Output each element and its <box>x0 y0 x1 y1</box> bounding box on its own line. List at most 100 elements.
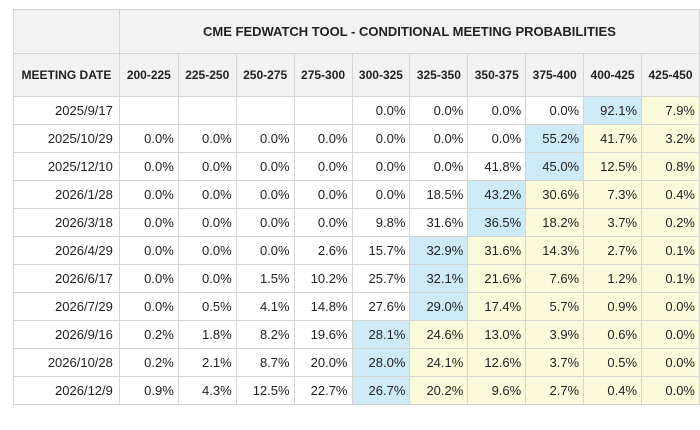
rate-range-header: 325-350 <box>409 53 469 97</box>
probability-cell: 0.0% <box>177 152 237 181</box>
probability-cell: 0.6% <box>583 320 643 349</box>
probability-cell: 15.7% <box>351 236 411 265</box>
probability-cell <box>293 96 353 125</box>
probability-cell: 9.8% <box>351 208 411 237</box>
probability-cell: 0.0% <box>293 124 353 153</box>
probability-cell: 0.0% <box>118 264 179 293</box>
probability-cell: 36.5% <box>467 208 527 237</box>
probability-cell: 0.0% <box>118 124 179 153</box>
probability-cell: 0.8% <box>641 152 700 181</box>
table-row: 2026/9/16 0.2% 1.8% 8.2% 19.6% 28.1% 24.6% 13.0… <box>13 320 700 349</box>
probability-cell: 8.2% <box>235 320 295 349</box>
table-title: CME FEDWATCH TOOL - CONDITIONAL MEETING … <box>118 9 700 54</box>
corner-cell <box>13 9 120 54</box>
probability-cell: 0.2% <box>641 208 700 237</box>
probability-cell: 4.1% <box>235 292 295 321</box>
probability-cell: 9.6% <box>467 376 527 405</box>
probability-cell: 0.0% <box>177 208 237 237</box>
probability-cell: 5.7% <box>525 292 585 321</box>
probability-cell: 0.0% <box>641 348 700 377</box>
probability-cell: 0.0% <box>525 96 585 125</box>
probability-cell: 0.0% <box>641 292 700 321</box>
probability-cell: 0.0% <box>409 96 469 125</box>
rate-range-header: 225-250 <box>177 53 237 97</box>
probability-cell: 32.1% <box>409 264 469 293</box>
meeting-date-cell: 2026/12/9 <box>13 376 120 405</box>
probability-cell: 2.6% <box>293 236 353 265</box>
probability-cell: 7.6% <box>525 264 585 293</box>
table-row: 2026/12/9 0.9% 4.3% 12.5% 22.7% 26.7% 20.2% 9.6… <box>13 376 700 405</box>
probability-cell: 0.2% <box>118 320 179 349</box>
probability-cell <box>118 96 179 125</box>
meeting-date-cell: 2026/9/16 <box>13 320 120 349</box>
probability-cell: 18.2% <box>525 208 585 237</box>
probability-cell: 2.1% <box>177 348 237 377</box>
rate-range-header: 375-400 <box>525 53 585 97</box>
probability-cell: 0.0% <box>293 180 353 209</box>
rate-range-header: 200-225 <box>118 53 179 97</box>
probability-cell: 32.9% <box>409 236 469 265</box>
probability-cell: 13.0% <box>467 320 527 349</box>
table-row: 2025/10/29 0.0% 0.0% 0.0% 0.0% 0.0% 0.0% 0.0% 55… <box>13 124 700 153</box>
probability-cell: 0.0% <box>118 180 179 209</box>
probability-cell: 43.2% <box>467 180 527 209</box>
probability-cell: 0.0% <box>467 124 527 153</box>
probability-cell: 14.8% <box>293 292 353 321</box>
meeting-date-cell: 2025/10/29 <box>13 124 120 153</box>
table-row: 2026/10/28 0.2% 2.1% 8.7% 20.0% 28.0% 24.1% 12.… <box>13 348 700 377</box>
probability-cell: 0.0% <box>293 152 353 181</box>
probability-cell: 17.4% <box>467 292 527 321</box>
probability-cell: 0.0% <box>351 96 411 125</box>
probability-cell: 1.8% <box>177 320 237 349</box>
probability-cell: 0.5% <box>583 348 643 377</box>
probability-cell: 12.5% <box>583 152 643 181</box>
probability-cell: 14.3% <box>525 236 585 265</box>
probability-cell: 0.0% <box>235 124 295 153</box>
probability-cell: 28.1% <box>351 320 411 349</box>
probability-cell: 28.0% <box>351 348 411 377</box>
meeting-date-header: MEETING DATE <box>13 53 120 97</box>
probability-cell: 7.9% <box>641 96 700 125</box>
probability-cell: 0.0% <box>641 376 700 405</box>
probability-cell: 0.4% <box>583 376 643 405</box>
probability-cell: 0.0% <box>118 292 179 321</box>
probability-cell: 18.5% <box>409 180 469 209</box>
probability-cell: 0.0% <box>118 152 179 181</box>
probability-cell: 31.6% <box>409 208 469 237</box>
probability-cell: 0.0% <box>235 208 295 237</box>
probability-cell: 0.0% <box>235 180 295 209</box>
probability-cell: 27.6% <box>351 292 411 321</box>
probability-cell: 0.0% <box>177 264 237 293</box>
meeting-date-cell: 2026/7/29 <box>13 292 120 321</box>
probability-cell: 12.6% <box>467 348 527 377</box>
probability-cell: 19.6% <box>293 320 353 349</box>
meeting-date-cell: 2026/10/28 <box>13 348 120 377</box>
probability-cell: 0.0% <box>118 236 179 265</box>
rate-range-header: 350-375 <box>467 53 527 97</box>
probability-cell: 0.0% <box>351 180 411 209</box>
table-row: 2025/9/17 0.0% 0.0% 0.0% 0.0% 92.1% 7.9% <box>13 96 700 125</box>
probability-cell: 0.0% <box>409 124 469 153</box>
probability-cell: 10.2% <box>293 264 353 293</box>
probability-cell: 24.6% <box>409 320 469 349</box>
probability-cell: 0.0% <box>467 96 527 125</box>
probability-cell: 4.3% <box>177 376 237 405</box>
table-row: 2026/4/29 0.0% 0.0% 0.0% 2.6% 15.7% 32.9% 31.6%… <box>13 236 700 265</box>
probability-cell: 3.9% <box>525 320 585 349</box>
probability-cell: 24.1% <box>409 348 469 377</box>
rate-range-header: 425-450 <box>641 53 700 97</box>
probability-cell: 0.0% <box>177 124 237 153</box>
table-row: 2025/12/10 0.0% 0.0% 0.0% 0.0% 0.0% 0.0% 41.8% 4… <box>13 152 700 181</box>
probability-cell: 2.7% <box>583 236 643 265</box>
probability-cell: 0.0% <box>641 320 700 349</box>
probability-cell: 29.0% <box>409 292 469 321</box>
meeting-date-cell: 2026/1/28 <box>13 180 120 209</box>
probability-cell: 0.0% <box>351 124 411 153</box>
meeting-date-cell: 2025/12/10 <box>13 152 120 181</box>
table-row: 2026/7/29 0.0% 0.5% 4.1% 14.8% 27.6% 29.0% 17.4… <box>13 292 700 321</box>
probability-cell: 0.4% <box>641 180 700 209</box>
probability-cell: 45.0% <box>525 152 585 181</box>
probability-cell: 8.7% <box>235 348 295 377</box>
meeting-date-cell: 2026/3/18 <box>13 208 120 237</box>
column-header-row: MEETING DATE 200-225 225-250 250-275 275-30… <box>13 53 700 97</box>
